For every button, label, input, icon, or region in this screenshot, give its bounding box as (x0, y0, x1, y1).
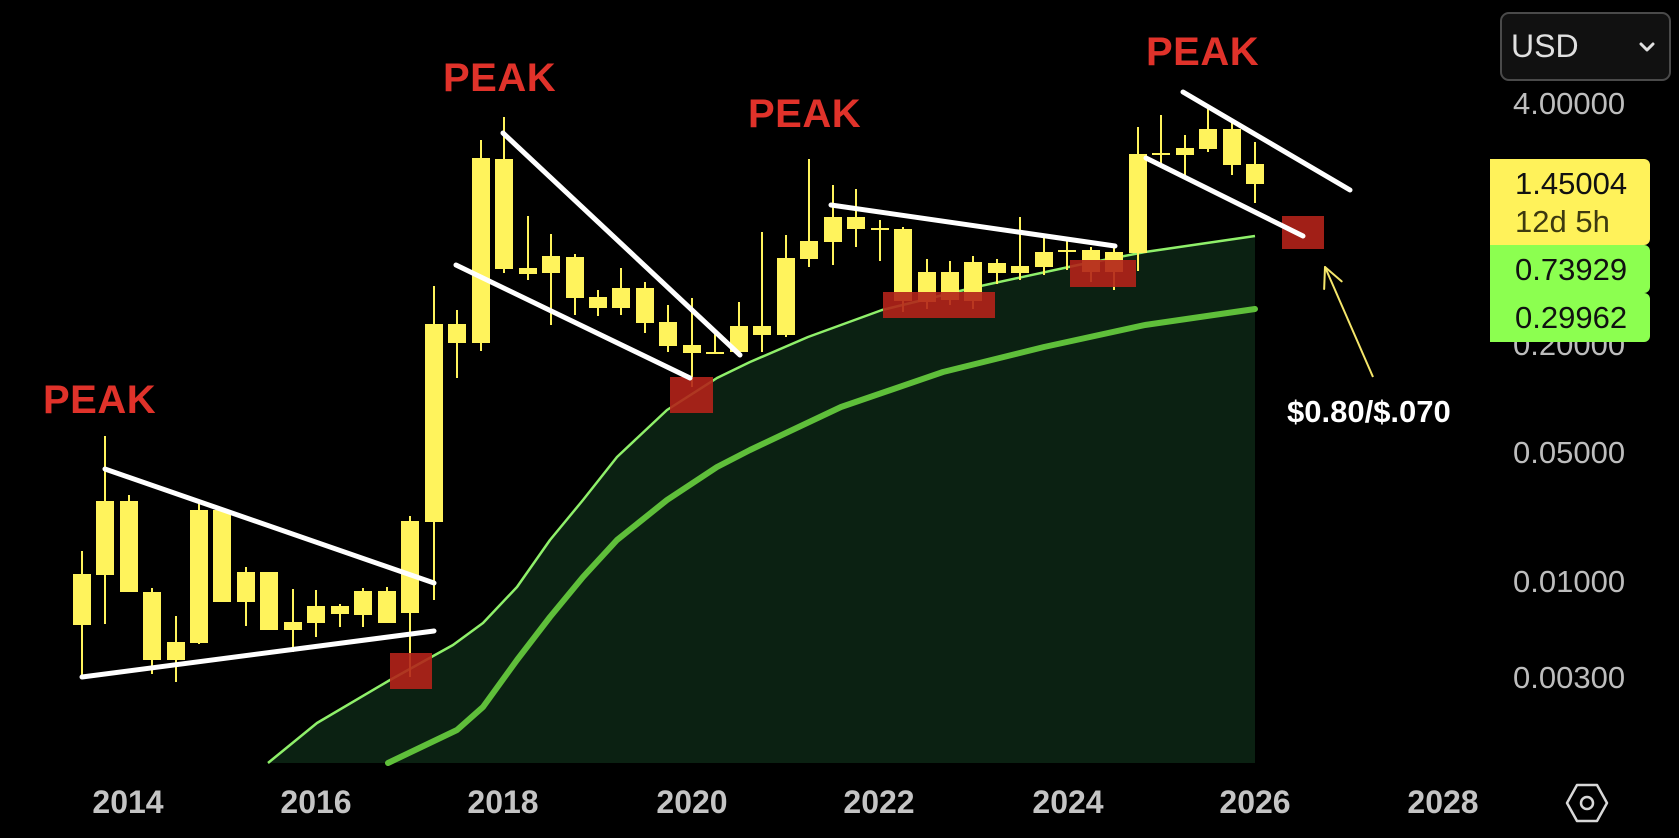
candle (988, 259, 1006, 284)
x-axis-tick: 2028 (1407, 784, 1479, 820)
chevron-down-icon (1639, 42, 1655, 51)
current-price-tag: 1.45004 12d 5h (1490, 159, 1650, 245)
candle (307, 590, 325, 637)
candle (659, 305, 677, 352)
candle (425, 286, 443, 600)
candle (636, 282, 654, 333)
candle (1058, 237, 1076, 270)
peak-label: PEAK (443, 56, 557, 100)
candle (566, 254, 584, 315)
candle (96, 436, 114, 624)
candle-countdown: 12d 5h (1515, 204, 1610, 239)
candle (1011, 217, 1029, 280)
candle (1223, 120, 1241, 175)
y-axis-tick: 0.05000 (1513, 435, 1626, 470)
candle (1199, 109, 1217, 152)
trendline (500, 130, 743, 358)
candle (120, 495, 138, 592)
candle (612, 268, 630, 315)
current-price-value: 1.45004 (1515, 166, 1628, 201)
target-arrow (1323, 266, 1374, 378)
candle (1176, 135, 1194, 175)
trendline (1143, 155, 1306, 239)
x-axis-tick: 2014 (92, 784, 164, 820)
band-fill-area (268, 236, 1255, 763)
candle (871, 220, 889, 261)
candle (167, 616, 185, 682)
candle (237, 567, 255, 626)
target-price-annotation: $0.80/$.070 (1287, 394, 1451, 429)
band-lower-value: 0.29962 (1515, 300, 1628, 335)
candle (354, 588, 372, 627)
candle (1246, 142, 1264, 203)
x-axis-tick: 2018 (467, 784, 539, 820)
candle (448, 310, 466, 378)
y-axis-tick: 0.01000 (1513, 564, 1626, 599)
candle (753, 232, 771, 352)
candle (331, 604, 349, 627)
support-zone-box (670, 377, 713, 413)
candle (472, 140, 490, 351)
y-axis-tick: 4.00000 (1513, 86, 1626, 121)
candle (1035, 236, 1053, 275)
peak-label: PEAK (43, 378, 157, 422)
x-axis-tick: 2016 (280, 784, 352, 820)
trendline (102, 466, 437, 586)
band-lower-price-tag: 0.29962 (1490, 293, 1650, 342)
band-upper-price-tag: 0.73929 (1490, 245, 1650, 293)
band-lower-line (385, 306, 1258, 766)
peak-label: PEAK (1146, 30, 1260, 74)
candle (190, 500, 208, 644)
trendline (79, 628, 437, 680)
candle (1152, 115, 1170, 167)
trendline (453, 262, 693, 381)
candle (495, 117, 513, 273)
band-upper-value: 0.73929 (1515, 252, 1628, 287)
candle (401, 516, 419, 677)
support-boxes (390, 216, 1324, 689)
support-zone-box (1070, 260, 1136, 287)
candle (1129, 127, 1147, 271)
candle (73, 551, 91, 678)
peak-label: PEAK (748, 92, 862, 136)
candle (284, 589, 302, 652)
candle (260, 572, 278, 630)
candle (777, 235, 795, 337)
candle (213, 510, 231, 602)
candle (378, 587, 396, 623)
candle (589, 290, 607, 316)
trendlines (79, 89, 1353, 680)
candle (800, 159, 818, 267)
candle (519, 216, 537, 280)
currency-dropdown[interactable]: USD (1500, 12, 1671, 81)
currency-selected-value: USD (1511, 28, 1579, 64)
settings-hexagon-icon[interactable] (1565, 782, 1609, 824)
support-zone-box (390, 653, 432, 689)
candle (730, 302, 748, 353)
x-axis-tick: 2024 (1032, 784, 1104, 820)
band-upper-line (267, 234, 1256, 764)
trendline (828, 202, 1118, 249)
candlesticks (73, 109, 1264, 682)
candle (143, 588, 161, 674)
y-axis-tick: 0.00300 (1513, 660, 1626, 695)
trendline (1180, 89, 1353, 193)
support-zone-box (883, 292, 995, 318)
candle (847, 189, 865, 247)
candle (824, 185, 842, 265)
x-axis-tick: 2020 (656, 784, 728, 820)
x-axis-tick: 2026 (1219, 784, 1291, 820)
x-axis-tick: 2022 (843, 784, 915, 820)
support-zone-box (1282, 216, 1324, 249)
